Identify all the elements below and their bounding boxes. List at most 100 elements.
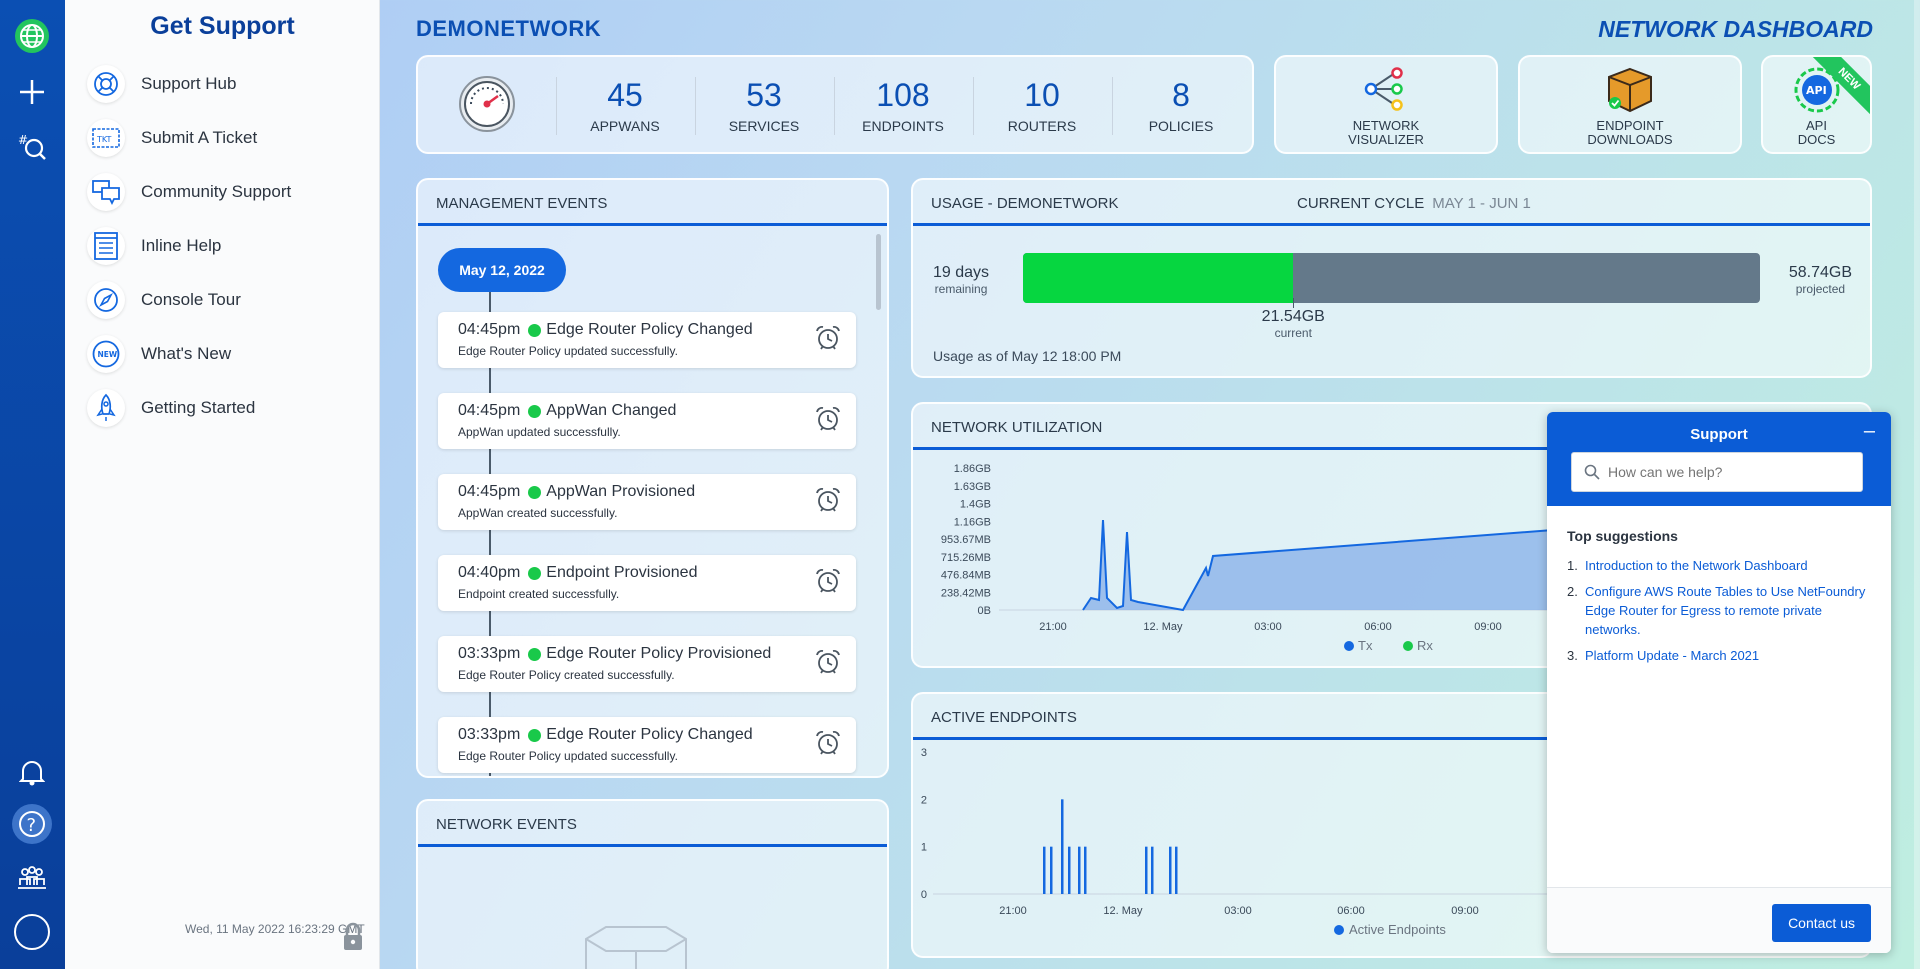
alarm-clock-icon[interactable] (814, 324, 842, 357)
help-search-input[interactable] (1608, 453, 1858, 491)
panel-title: NETWORK EVENTS (418, 801, 887, 847)
alarm-clock-icon[interactable] (814, 405, 842, 438)
usage-panel: USAGE - DEMONETWORK CURRENT CYCLE MAY 1 -… (911, 178, 1872, 378)
event-time: 04:45pm (458, 483, 521, 500)
projected-value: 58.74GB (1788, 264, 1852, 281)
tile-label-line1: API (1806, 118, 1827, 133)
event-title: Edge Router Policy Changed (546, 726, 753, 743)
stat-label: APPWANS (590, 118, 660, 134)
legend-label[interactable]: Rx (1417, 638, 1433, 653)
status-dot (528, 728, 542, 742)
stat-label: POLICIES (1148, 118, 1214, 134)
y-tick-label: 238.42MB (941, 587, 991, 599)
alarm-clock-icon[interactable] (814, 648, 842, 681)
y-tick-label: 1.86GB (954, 463, 991, 475)
event-time: 04:45pm (458, 321, 521, 338)
event-card[interactable]: 04:45pm Edge Router Policy Changed Edge Ro… (438, 312, 856, 368)
panel-scrollbar[interactable] (876, 234, 881, 310)
legend-marker (1403, 641, 1413, 651)
side-item-community-support[interactable]: Community Support (87, 171, 367, 213)
x-tick-label: 09:00 (1474, 621, 1502, 633)
ticket-icon-text: TKT (96, 135, 112, 144)
active-endpoints-chart: 3 2 1 0 21:00 12. May 03:00 06:00 09:00 Active En… (921, 747, 1553, 937)
svg-text:#: # (18, 133, 28, 147)
side-item-label: What's New (141, 344, 232, 363)
suggestion-link[interactable]: Introduction to the Network Dashboard (1585, 558, 1808, 573)
stat-label: ENDPOINTS (862, 118, 944, 134)
event-title: Edge Router Policy Provisioned (546, 645, 772, 662)
side-item-submit-ticket[interactable]: TKT Submit A Ticket (87, 117, 367, 159)
event-title: Edge Router Policy Changed (546, 321, 753, 338)
usage-progress-fill (1023, 253, 1294, 303)
alarm-clock-icon[interactable] (814, 567, 842, 600)
contact-us-button[interactable]: Contact us (1772, 904, 1871, 942)
plus-icon[interactable] (10, 70, 54, 114)
api-docs-tile[interactable]: API API DOCS NEW (1761, 55, 1872, 154)
network-name: DEMONETWORK (416, 16, 602, 41)
stat-value: 108 (876, 77, 930, 113)
legend-marker (1334, 925, 1344, 935)
globe-icon[interactable] (10, 14, 54, 58)
y-tick-label: 476.84MB (941, 570, 991, 582)
network-graph-icon (1361, 67, 1411, 120)
lock-icon[interactable] (342, 922, 364, 957)
endpoint-bar (1151, 846, 1154, 894)
status-dot (528, 404, 542, 418)
management-events-panel: MANAGEMENT EVENTS May 12, 2022 04:45pm Ed… (416, 178, 889, 778)
suggestion-link[interactable]: Platform Update - March 2021 (1585, 648, 1760, 663)
stat-services[interactable]: 53 SERVICES (695, 57, 833, 152)
api-gear-icon: API (1794, 67, 1840, 118)
event-card[interactable]: 03:33pm Edge Router Policy Provisioned Edg… (438, 636, 856, 692)
y-tick-label: 953.67MB (941, 534, 991, 546)
profile-circle-icon[interactable] (10, 910, 54, 954)
stat-divider (556, 77, 557, 135)
team-icon[interactable] (10, 856, 54, 900)
ticket-icon: TKT (87, 119, 125, 157)
status-dot (528, 566, 542, 580)
stat-policies[interactable]: 8 POLICIES (1112, 57, 1250, 152)
support-panel-title: Get Support (150, 12, 295, 40)
side-item-inline-help[interactable]: Inline Help (87, 225, 367, 267)
legend-label[interactable]: Tx (1358, 638, 1373, 653)
network-events-panel: NETWORK EVENTS (416, 799, 889, 969)
network-visualizer-tile[interactable]: NETWORK VISUALIZER (1274, 55, 1498, 154)
event-desc: Edge Router Policy updated successfully. (458, 344, 678, 358)
stat-endpoints[interactable]: 108 ENDPOINTS (834, 57, 972, 152)
page-scrollbar[interactable] (1914, 0, 1920, 969)
event-title: AppWan Provisioned (546, 483, 696, 500)
stat-routers[interactable]: 10 ROUTERS (973, 57, 1111, 152)
legend-label[interactable]: Active Endpoints (1349, 922, 1446, 937)
network-stats-card: 45 APPWANS 53 SERVICES 108 ENDPOINTS 10 … (416, 55, 1254, 154)
stat-label: ROUTERS (1007, 118, 1077, 134)
stat-appwans[interactable]: 45 APPWANS (556, 57, 694, 152)
package-box-icon (1605, 67, 1655, 118)
side-item-support-hub[interactable]: Support Hub (87, 63, 367, 105)
x-tick-label: 03:00 (1224, 905, 1252, 917)
side-item-getting-started[interactable]: Getting Started (87, 387, 367, 429)
suggestion-link[interactable]: Configure AWS Route Tables to Use NetFou… (1585, 584, 1866, 637)
date-pill: May 12, 2022 (438, 248, 566, 292)
new-icon-text: NEW (98, 350, 118, 359)
endpoint-downloads-tile[interactable]: ENDPOINT DOWNLOADS (1518, 55, 1742, 154)
icon-rail: # ? (0, 0, 65, 969)
side-item-whats-new[interactable]: NEW What's New (87, 333, 367, 375)
event-card[interactable]: 03:33pm Edge Router Policy Changed Edge Ro… (438, 717, 856, 773)
minimize-button[interactable]: – (1863, 420, 1875, 442)
event-card[interactable]: 04:40pm Endpoint Provisioned Endpoint crea… (438, 555, 856, 611)
event-card[interactable]: 04:45pm AppWan Provisioned AppWan created … (438, 474, 856, 530)
cycle-label: CURRENT CYCLE (1297, 195, 1425, 212)
alarm-clock-icon[interactable] (814, 729, 842, 762)
side-item-label: Community Support (141, 182, 292, 201)
search-network-icon[interactable]: # (10, 124, 54, 168)
widget-title: Support (1690, 426, 1748, 443)
bell-icon[interactable] (10, 750, 54, 794)
side-item-label: Getting Started (141, 398, 256, 417)
alarm-clock-icon[interactable] (814, 486, 842, 519)
tx-area (1083, 520, 1553, 610)
event-title: AppWan Changed (546, 402, 677, 419)
endpoint-bar (1050, 846, 1053, 894)
side-item-console-tour[interactable]: Console Tour (87, 279, 367, 321)
event-card[interactable]: 04:45pm AppWan Changed AppWan updated succ… (438, 393, 856, 449)
help-icon[interactable]: ? (10, 802, 54, 846)
api-icon-text: API (1806, 84, 1827, 97)
